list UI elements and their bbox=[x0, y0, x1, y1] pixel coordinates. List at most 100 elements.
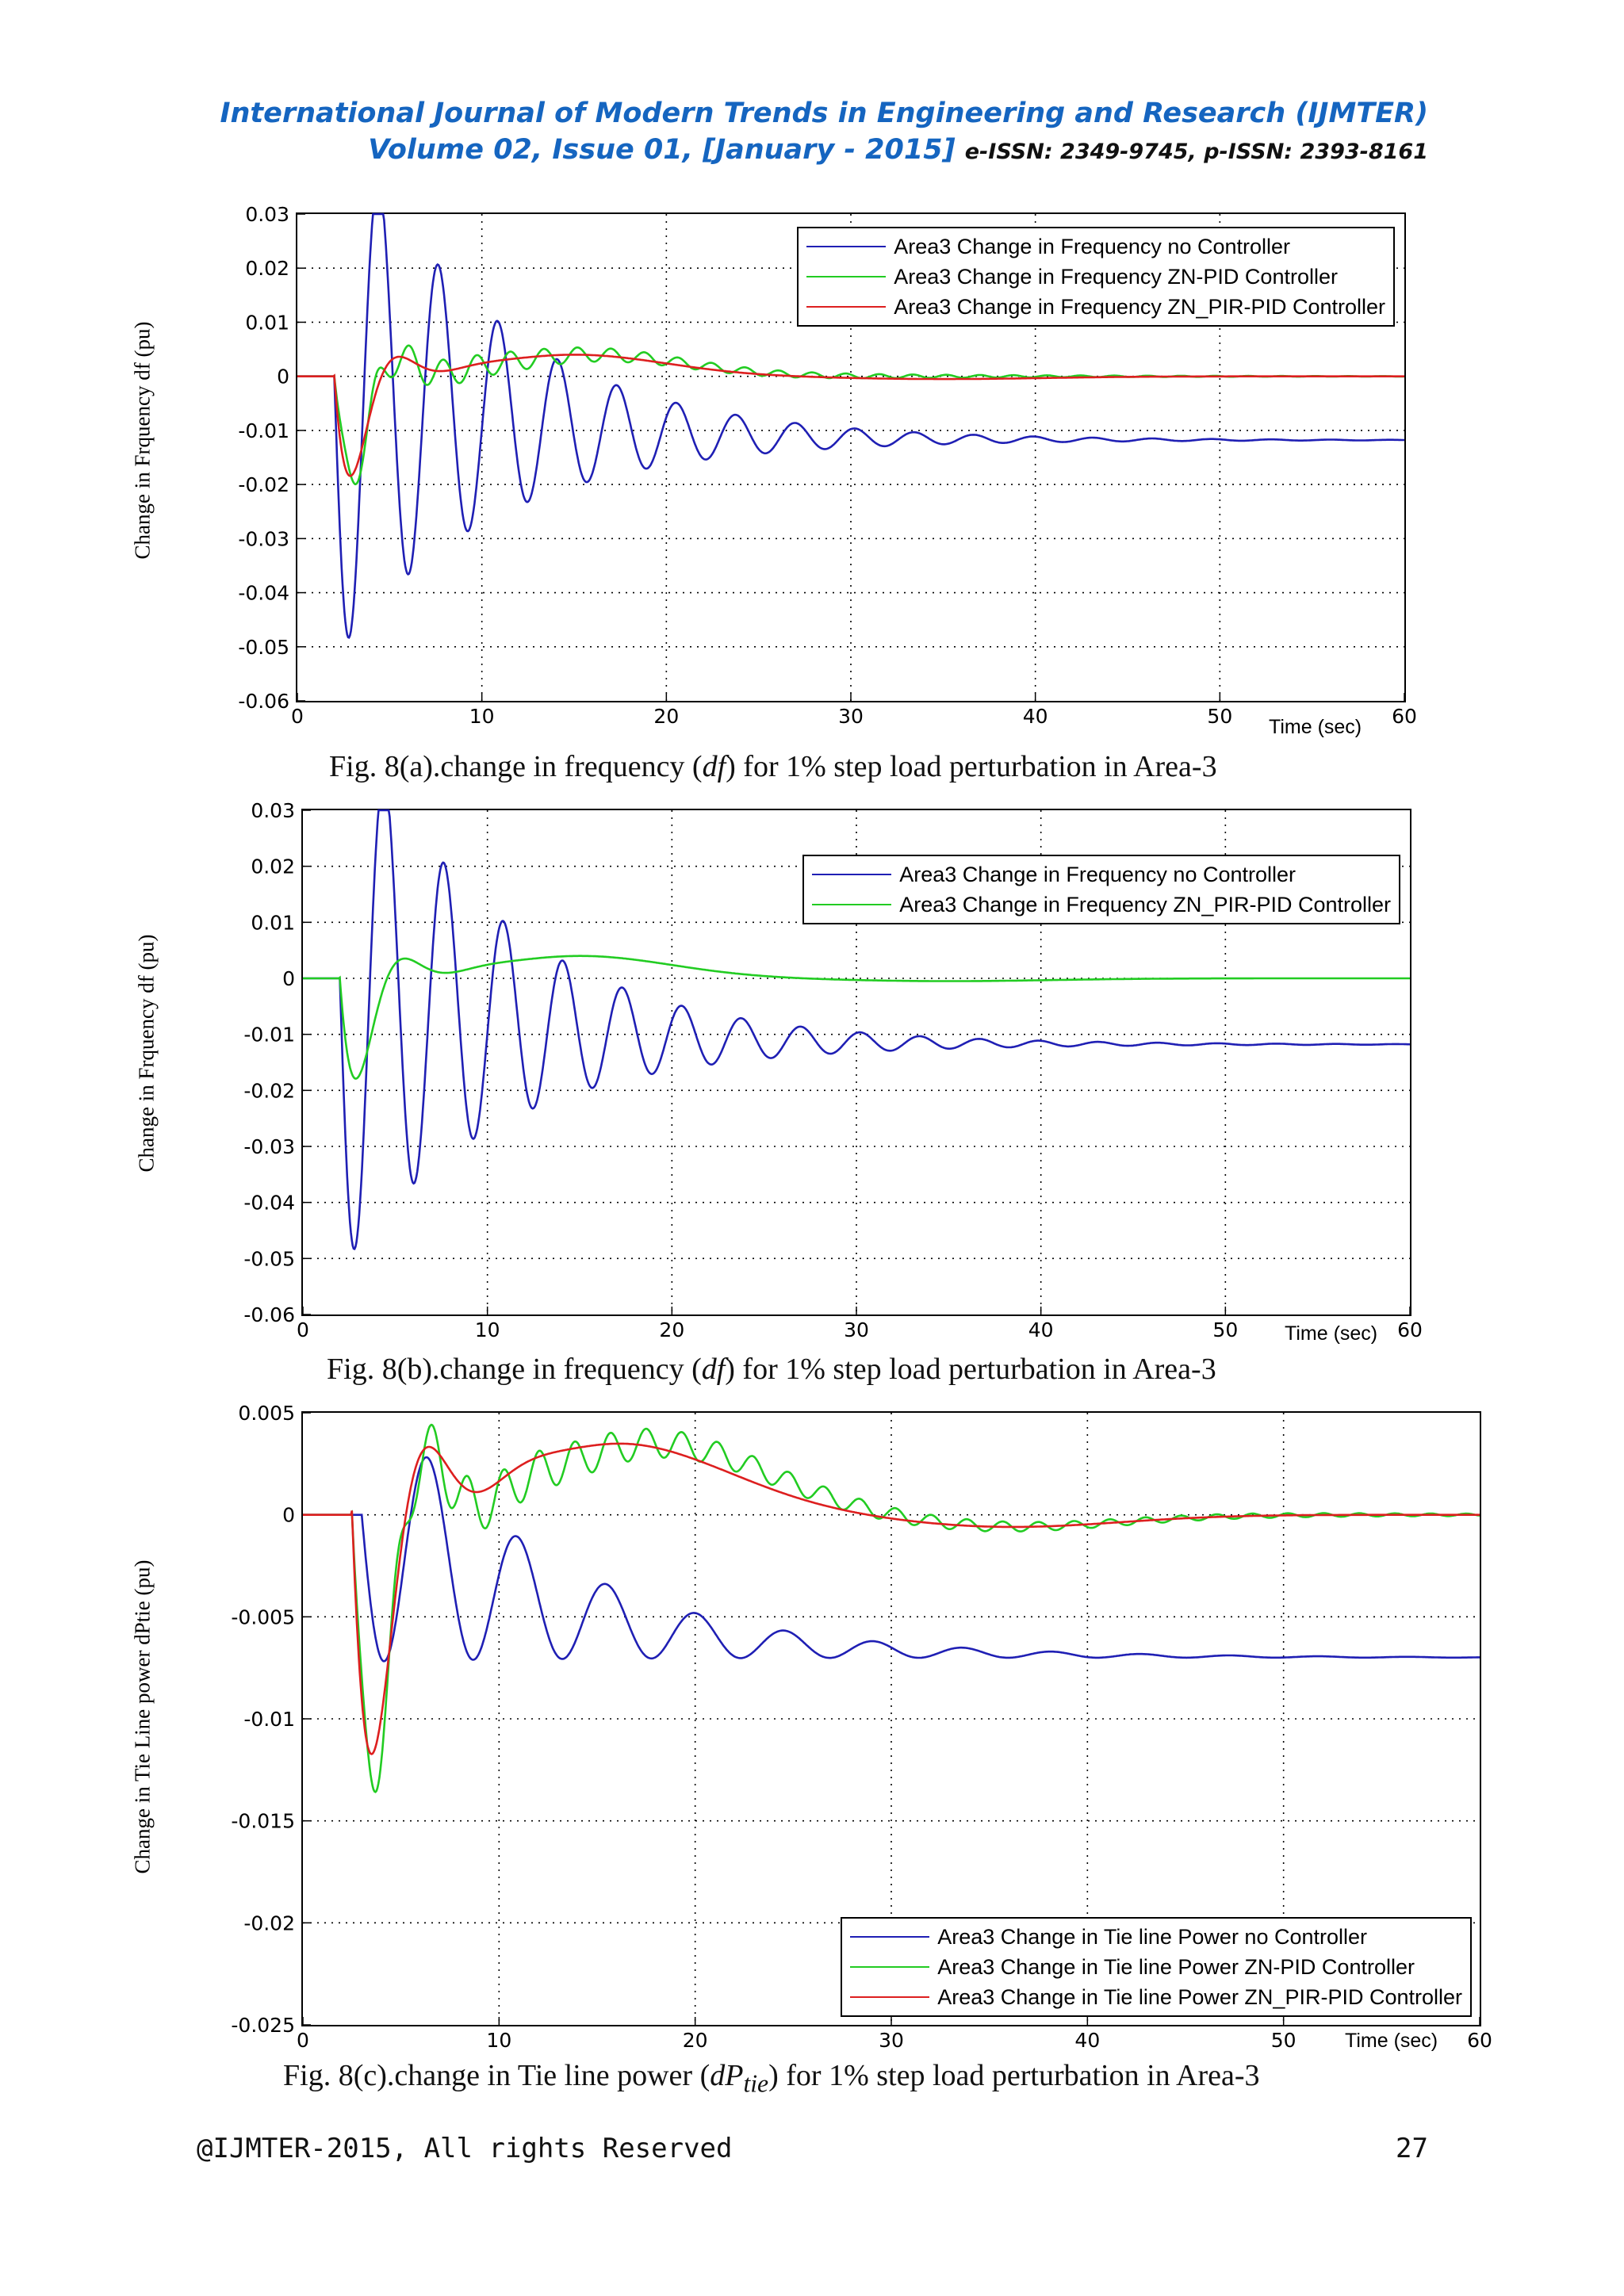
footer-copyright: @IJMTER-2015, All rights Reserved bbox=[197, 2133, 733, 2164]
journal-volume: Volume 02, Issue 01, [January - 2015] bbox=[368, 134, 956, 166]
series-line bbox=[303, 809, 1411, 1251]
legend-label: Area3 Change in Tie line Power ZN-PID Co… bbox=[937, 1954, 1415, 1979]
legend-swatch bbox=[812, 874, 892, 875]
page-number: 27 bbox=[1396, 2133, 1428, 2164]
y-tick-label: 0.005 bbox=[238, 1402, 295, 1425]
x-tick-label: 0 bbox=[291, 705, 304, 728]
y-tick-label: -0.05 bbox=[238, 636, 289, 659]
caption-prefix: Fig. 8(b).change in frequency ( bbox=[327, 1353, 702, 1386]
legend-swatch bbox=[850, 1966, 930, 1968]
y-tick-label: 0.01 bbox=[245, 311, 289, 334]
legend-entry: Area3 Change in Frequency ZN-PID Control… bbox=[806, 262, 1385, 292]
series-line bbox=[303, 955, 1410, 1080]
caption-var: df bbox=[702, 750, 726, 783]
x-tick-label: 30 bbox=[844, 1318, 869, 1341]
figure-c-legend: Area3 Change in Tie line Power no Contro… bbox=[841, 1917, 1472, 2017]
figure-c-plot: 0 10 20 30 40 50 60 0.005 0 -0.005 -0.01 -0.015 -0.0… bbox=[231, 1402, 1492, 2052]
y-tick-label: 0.03 bbox=[251, 799, 295, 822]
figure-c-chart: 0 10 20 30 40 50 60 0.005 0 -0.005 -0.01 -0.015 -0.0… bbox=[231, 1402, 1492, 2052]
x-tick-label: 50 bbox=[1207, 705, 1232, 728]
y-tick-label: 0.03 bbox=[245, 203, 289, 226]
caption-suffix: ) for 1% step load perturbation in Area-… bbox=[725, 1353, 1216, 1386]
figure-a-ylabel: Change in Frquency df (pu) bbox=[130, 321, 155, 560]
figure-c-time-label: Time (sec) bbox=[1345, 2030, 1438, 2052]
y-tick-label: -0.01 bbox=[238, 419, 289, 442]
figure-a-legend: Area3 Change in Frequency no Controller … bbox=[797, 227, 1395, 327]
legend-label: Area3 Change in Tie line Power no Contro… bbox=[937, 1924, 1368, 1949]
y-tick-label: -0.06 bbox=[238, 690, 289, 713]
y-tick-label: -0.01 bbox=[243, 1024, 295, 1047]
legend-label: Area3 Change in Frequency no Controller bbox=[894, 234, 1291, 258]
x-tick-label: 40 bbox=[1028, 1318, 1054, 1341]
legend-label: Area3 Change in Frequency no Controller bbox=[899, 862, 1297, 886]
y-tick-label: 0.01 bbox=[251, 911, 295, 934]
caption-var: df bbox=[701, 1353, 726, 1386]
x-tick-label: 50 bbox=[1271, 2029, 1297, 2052]
figure-b-caption: Fig. 8(b).change in frequency (df) for 1… bbox=[327, 1352, 1216, 1387]
figure-a-chart: 0 10 20 30 40 50 60 0.03 0.02 0.01 0 -0.01 -0.02 -0.0… bbox=[238, 203, 1417, 728]
y-tick-label: -0.02 bbox=[243, 1911, 295, 1934]
y-tick-label: 0.02 bbox=[251, 855, 295, 878]
caption-prefix: Fig. 8(a).change in frequency ( bbox=[329, 750, 703, 783]
x-tick-label: 20 bbox=[653, 705, 679, 728]
series-line bbox=[297, 354, 1404, 477]
legend-label: Area3 Change in Frequency ZN_PIR-PID Con… bbox=[899, 892, 1391, 916]
y-tick-label: 0 bbox=[282, 967, 295, 990]
figure-c-ylabel: Change in Tie Line power dPtie (pu) bbox=[130, 1559, 155, 1874]
legend-label: Area3 Change in Frequency ZN-PID Control… bbox=[894, 264, 1338, 289]
legend-entry: Area3 Change in Tie line Power no Contro… bbox=[850, 1922, 1462, 1952]
legend-swatch bbox=[850, 1936, 930, 1938]
y-tick-label: -0.06 bbox=[243, 1303, 295, 1326]
figure-b-time-label: Time (sec) bbox=[1285, 1322, 1378, 1345]
y-tick-label: -0.02 bbox=[238, 473, 289, 496]
journal-title: International Journal of Modern Trends i… bbox=[220, 98, 1428, 129]
figure-b-plot: 0 10 20 30 40 50 60 0.03 0.02 0.01 0 -0.01 -0.02 -0.0… bbox=[243, 799, 1423, 1341]
y-tick-label: -0.01 bbox=[243, 1708, 295, 1731]
x-tick-label: 60 bbox=[1397, 1318, 1423, 1341]
x-tick-label: 40 bbox=[1074, 2029, 1100, 2052]
journal-header: International Journal of Modern Trends i… bbox=[220, 95, 1428, 170]
series-line bbox=[303, 1423, 1480, 1793]
x-tick-label: 30 bbox=[838, 705, 864, 728]
y-tick-label: 0 bbox=[282, 1504, 295, 1527]
y-tick-label: -0.005 bbox=[231, 1605, 295, 1628]
legend-entry: Area3 Change in Frequency ZN_PIR-PID Con… bbox=[806, 292, 1385, 322]
series-line bbox=[303, 1456, 1480, 1663]
x-tick-label: 10 bbox=[486, 2029, 511, 2052]
y-tick-label: -0.04 bbox=[243, 1192, 295, 1215]
journal-issn: e-ISSN: 2349-9745, p-ISSN: 2393-8161 bbox=[964, 140, 1428, 164]
x-tick-label: 40 bbox=[1023, 705, 1048, 728]
x-tick-label: 50 bbox=[1212, 1318, 1238, 1341]
y-tick-label: 0 bbox=[277, 365, 289, 388]
y-tick-label: -0.02 bbox=[243, 1079, 295, 1102]
legend-swatch bbox=[806, 276, 887, 277]
series-line bbox=[303, 1442, 1480, 1755]
y-tick-label: -0.025 bbox=[231, 2014, 295, 2037]
y-tick-label: -0.015 bbox=[231, 1810, 295, 1833]
y-tick-label: -0.05 bbox=[243, 1247, 295, 1270]
x-tick-label: 10 bbox=[475, 1318, 500, 1341]
y-tick-label: 0.02 bbox=[245, 257, 289, 280]
legend-entry: Area3 Change in Tie line Power ZN-PID Co… bbox=[850, 1952, 1462, 1982]
x-tick-label: 20 bbox=[683, 2029, 708, 2052]
legend-swatch bbox=[806, 306, 887, 308]
legend-entry: Area3 Change in Frequency ZN_PIR-PID Con… bbox=[812, 890, 1391, 920]
x-tick-label: 60 bbox=[1467, 2029, 1492, 2052]
x-tick-label: 60 bbox=[1392, 705, 1417, 728]
figure-b-ylabel: Change in Frquency df (pu) bbox=[134, 934, 159, 1173]
caption-prefix: Fig. 8(c).change in Tie line power ( bbox=[283, 2059, 710, 2092]
legend-swatch bbox=[850, 1996, 930, 1998]
caption-sub: tie bbox=[743, 2069, 769, 2098]
figure-a-caption: Fig. 8(a).change in frequency (df) for 1… bbox=[329, 749, 1217, 784]
caption-suffix: ) for 1% step load perturbation in Area-… bbox=[726, 750, 1217, 783]
figure-b-legend: Area3 Change in Frequency no Controller … bbox=[802, 855, 1400, 924]
figure-b-chart: 0 10 20 30 40 50 60 0.03 0.02 0.01 0 -0.01 -0.02 -0.0… bbox=[243, 799, 1423, 1341]
legend-entry: Area3 Change in Tie line Power ZN_PIR-PI… bbox=[850, 1982, 1462, 2012]
legend-entry: Area3 Change in Frequency no Controller bbox=[806, 232, 1385, 262]
series-line bbox=[297, 212, 1405, 639]
caption-var: dP bbox=[710, 2059, 744, 2092]
x-tick-label: 10 bbox=[469, 705, 495, 728]
y-tick-label: -0.04 bbox=[238, 582, 289, 605]
legend-swatch bbox=[806, 246, 887, 247]
legend-entry: Area3 Change in Frequency no Controller bbox=[812, 859, 1391, 890]
